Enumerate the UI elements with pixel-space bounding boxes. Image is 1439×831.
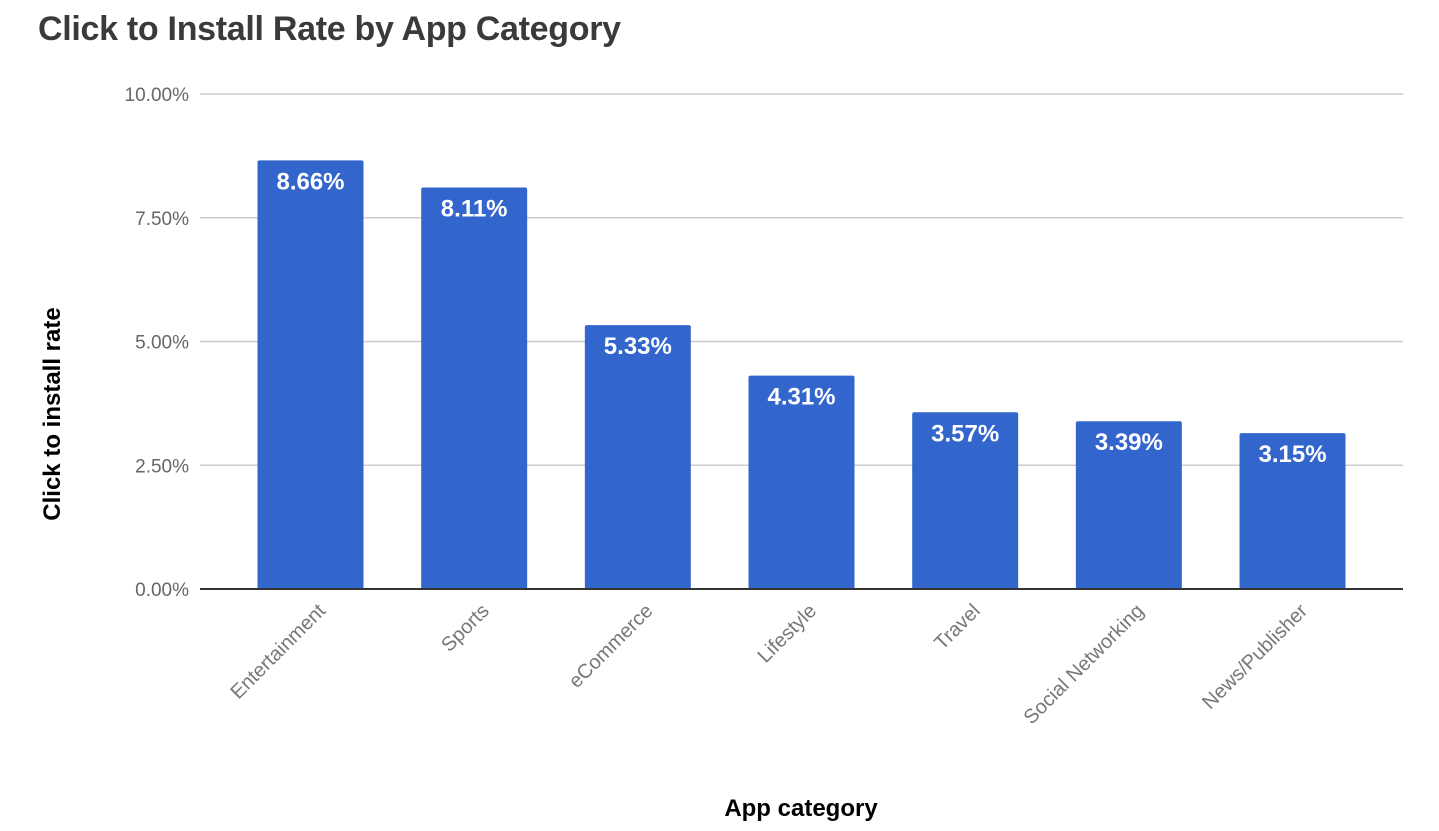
bar [1075, 421, 1182, 589]
x-tick-label: Entertainment [226, 600, 330, 704]
data-label: 8.66% [276, 168, 344, 195]
y-tick-label: 10.00% [125, 85, 190, 106]
bar [748, 375, 855, 589]
bar [257, 160, 364, 589]
y-tick-label: 0.00% [135, 580, 189, 601]
x-tick-label: News/Publisher [1198, 600, 1312, 714]
x-tick-label: Lifestyle [754, 600, 821, 667]
y-axis-title: Click to install rate [39, 307, 66, 520]
grid-lines [200, 93, 1403, 466]
y-tick-label: 5.00% [135, 333, 189, 354]
bar [421, 187, 528, 589]
data-label: 3.57% [931, 420, 999, 447]
x-tick-label: eCommerce [565, 600, 658, 693]
x-tick-label: Sports [437, 600, 493, 656]
bar [1239, 433, 1346, 589]
y-tick-label: 2.50% [135, 456, 189, 477]
bars: 8.66% 8.11% 5.33% 4.31% 3.57% 3.39% 3.15% [257, 160, 1346, 589]
data-label: 3.39% [1095, 429, 1163, 456]
data-label: 4.31% [767, 384, 835, 411]
y-tick-labels: 0.00% 2.50% 5.00% 7.50% 10.00% [125, 85, 190, 601]
x-tick-label: Social Networking [1020, 600, 1149, 729]
bar [912, 412, 1019, 589]
data-label: 8.11% [441, 196, 508, 223]
bar [584, 325, 691, 589]
y-tick-label: 7.50% [135, 209, 189, 230]
chart-title: Click to Install Rate by App Category [38, 10, 621, 48]
x-tick-labels: Entertainment Sports eCommerce Lifestyle Tra… [226, 600, 1312, 729]
x-axis-title: App category [724, 795, 878, 822]
x-tick-label: Travel [930, 600, 984, 654]
data-label: 5.33% [604, 333, 672, 360]
data-label: 3.15% [1258, 441, 1326, 468]
